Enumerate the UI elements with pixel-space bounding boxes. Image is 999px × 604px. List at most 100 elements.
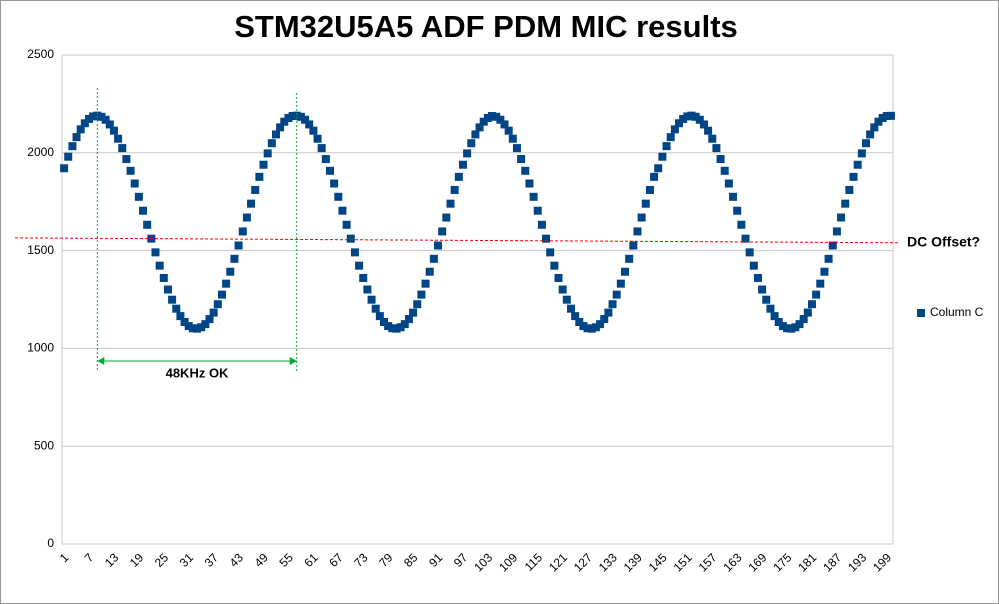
marker bbox=[575, 317, 584, 326]
marker bbox=[737, 220, 746, 229]
marker bbox=[413, 300, 422, 309]
marker bbox=[255, 172, 264, 181]
marker bbox=[712, 144, 721, 153]
marker bbox=[350, 248, 359, 257]
marker bbox=[504, 126, 513, 135]
marker bbox=[517, 155, 526, 164]
marker bbox=[139, 206, 148, 215]
marker bbox=[371, 304, 380, 313]
marker bbox=[80, 119, 89, 128]
marker bbox=[716, 155, 725, 164]
marker bbox=[542, 234, 551, 243]
marker bbox=[591, 323, 600, 332]
chart-title: STM32U5A5 ADF PDM MIC results bbox=[234, 9, 738, 44]
marker bbox=[882, 112, 891, 121]
marker bbox=[392, 324, 401, 333]
y-tick-label: 2500 bbox=[27, 47, 54, 61]
marker bbox=[741, 234, 750, 243]
marker bbox=[434, 241, 443, 250]
marker bbox=[151, 248, 160, 257]
marker bbox=[633, 227, 642, 236]
marker bbox=[704, 126, 713, 135]
marker bbox=[546, 248, 555, 257]
marker bbox=[604, 308, 613, 317]
marker bbox=[72, 133, 81, 142]
marker bbox=[105, 120, 114, 129]
marker bbox=[695, 115, 704, 124]
annotation-label: 48KHz OK bbox=[166, 365, 229, 380]
marker bbox=[342, 220, 351, 229]
marker bbox=[296, 112, 305, 121]
marker bbox=[508, 134, 517, 143]
marker bbox=[101, 115, 110, 124]
marker bbox=[197, 323, 206, 332]
marker bbox=[870, 123, 879, 132]
marker bbox=[226, 267, 235, 276]
marker bbox=[579, 322, 588, 331]
marker bbox=[645, 185, 654, 194]
marker bbox=[193, 324, 202, 333]
marker bbox=[795, 320, 804, 329]
marker bbox=[866, 130, 875, 139]
marker bbox=[778, 322, 787, 331]
marker bbox=[263, 149, 272, 158]
marker bbox=[691, 112, 700, 121]
marker bbox=[608, 300, 617, 309]
marker bbox=[64, 152, 73, 161]
marker bbox=[687, 111, 696, 120]
marker bbox=[475, 123, 484, 132]
marker bbox=[766, 304, 775, 313]
marker bbox=[60, 164, 69, 173]
marker bbox=[463, 149, 472, 158]
marker bbox=[670, 125, 679, 134]
marker bbox=[284, 113, 293, 122]
marker bbox=[446, 199, 455, 208]
marker bbox=[537, 220, 546, 229]
marker bbox=[629, 241, 638, 250]
marker bbox=[118, 144, 127, 153]
marker bbox=[666, 133, 675, 142]
marker bbox=[159, 273, 168, 282]
marker bbox=[213, 300, 222, 309]
marker bbox=[359, 273, 368, 282]
marker bbox=[85, 114, 94, 123]
marker bbox=[749, 261, 758, 270]
marker bbox=[708, 134, 717, 143]
marker bbox=[201, 320, 210, 329]
marker bbox=[222, 279, 231, 288]
marker bbox=[492, 112, 501, 121]
marker bbox=[450, 185, 459, 194]
marker bbox=[325, 166, 334, 175]
marker bbox=[114, 134, 123, 143]
marker bbox=[168, 295, 177, 304]
marker bbox=[276, 123, 285, 132]
marker bbox=[458, 160, 467, 169]
marker bbox=[172, 304, 181, 313]
marker bbox=[126, 166, 135, 175]
marker bbox=[612, 290, 621, 299]
legend-label: Column C bbox=[930, 305, 984, 319]
marker bbox=[176, 312, 185, 321]
marker bbox=[180, 317, 189, 326]
marker bbox=[641, 199, 650, 208]
marker bbox=[529, 192, 538, 201]
marker bbox=[679, 114, 688, 123]
marker bbox=[637, 213, 646, 222]
marker bbox=[733, 206, 742, 215]
marker bbox=[812, 290, 821, 299]
marker bbox=[571, 312, 580, 321]
marker bbox=[280, 117, 289, 126]
marker bbox=[483, 113, 492, 122]
marker bbox=[729, 192, 738, 201]
marker bbox=[267, 139, 276, 148]
marker bbox=[259, 160, 268, 169]
marker bbox=[525, 179, 534, 188]
marker bbox=[97, 112, 106, 121]
marker bbox=[251, 185, 260, 194]
marker bbox=[675, 119, 684, 128]
marker bbox=[774, 317, 783, 326]
marker bbox=[442, 213, 451, 222]
marker bbox=[807, 300, 816, 309]
